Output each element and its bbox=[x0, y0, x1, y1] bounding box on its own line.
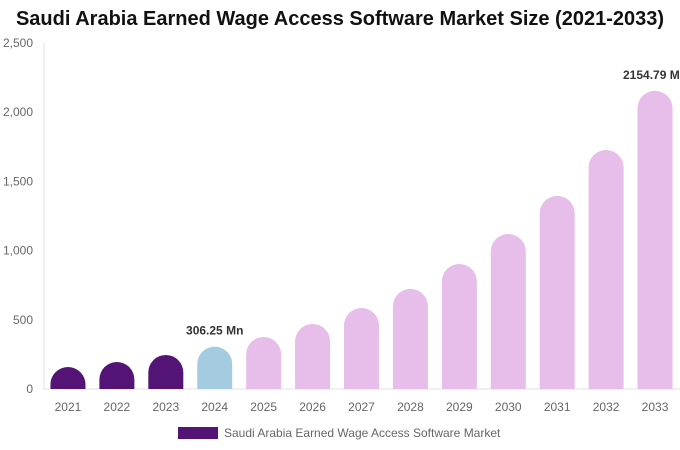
bar-2021 bbox=[50, 366, 86, 389]
bar-2029 bbox=[441, 264, 477, 389]
x-tick-label: 2024 bbox=[201, 400, 228, 414]
y-tick-label: 1,000 bbox=[3, 244, 33, 258]
bar-2031 bbox=[539, 195, 575, 389]
legend-swatch bbox=[178, 427, 218, 439]
x-tick-label: 2027 bbox=[348, 400, 375, 414]
chart-title: Saudi Arabia Earned Wage Access Software… bbox=[15, 8, 665, 30]
bar-2023 bbox=[148, 354, 184, 389]
bar-2025 bbox=[246, 336, 282, 389]
x-tick-label: 2029 bbox=[446, 400, 473, 414]
y-tick-label: 500 bbox=[13, 313, 33, 327]
x-tick-label: 2033 bbox=[642, 400, 669, 414]
y-tick-label: 2,000 bbox=[3, 105, 33, 119]
bar-2022 bbox=[99, 362, 135, 389]
x-tick-label: 2025 bbox=[250, 400, 277, 414]
bar-2033 bbox=[637, 90, 673, 389]
x-tick-label: 2028 bbox=[397, 400, 424, 414]
legend-label: Saudi Arabia Earned Wage Access Software… bbox=[224, 426, 501, 440]
x-tick-label: 2032 bbox=[593, 400, 620, 414]
x-tick-label: 2026 bbox=[299, 400, 326, 414]
x-tick-label: 2022 bbox=[104, 400, 131, 414]
x-tick-label: 2021 bbox=[55, 400, 82, 414]
bar-2024 bbox=[197, 346, 233, 389]
legend: Saudi Arabia Earned Wage Access Software… bbox=[178, 426, 500, 440]
y-tick-label: 1,500 bbox=[3, 174, 33, 188]
x-tick-label: 2023 bbox=[152, 400, 179, 414]
x-tick-label: 2031 bbox=[544, 400, 571, 414]
bar-2032 bbox=[588, 149, 624, 389]
data-label-2033: 2154.79 Mn bbox=[623, 68, 680, 82]
bar-2028 bbox=[392, 288, 428, 389]
bar-2026 bbox=[295, 323, 331, 389]
bar-2030 bbox=[490, 233, 526, 389]
data-label-2024: 306.25 Mn bbox=[186, 324, 243, 338]
x-tick-label: 2030 bbox=[495, 400, 522, 414]
y-tick-label: 0 bbox=[26, 382, 33, 396]
bar-2027 bbox=[344, 308, 379, 389]
y-tick-label: 2,500 bbox=[3, 36, 33, 50]
